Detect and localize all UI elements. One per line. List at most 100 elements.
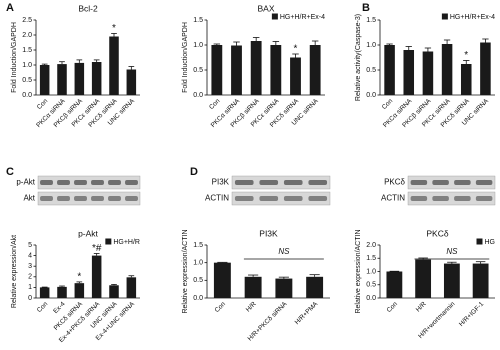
bar	[231, 45, 242, 95]
blot-label: p-Akt	[16, 178, 35, 187]
y-tick-label: 1.0	[193, 260, 203, 267]
bar	[91, 62, 102, 95]
blot-label: PI3K	[212, 178, 230, 187]
blot-band	[475, 180, 493, 185]
x-tick-label: H/R+PMA	[294, 300, 320, 326]
y-tick-label: 0.0	[193, 295, 203, 302]
bar	[74, 283, 85, 298]
bar	[306, 276, 324, 298]
blot-band	[108, 180, 121, 185]
y-tick-label: 0.5	[22, 77, 32, 84]
bar	[275, 278, 293, 298]
y-tick-label: 1.5	[366, 255, 376, 262]
bar	[109, 285, 119, 298]
significance-label: *#	[92, 243, 102, 254]
y-tick-label: 1.0	[193, 42, 203, 49]
blot-strip	[407, 175, 496, 190]
blot-band	[234, 196, 254, 201]
blot-label: PKCδ	[384, 178, 405, 187]
bar	[270, 45, 282, 95]
bar	[74, 62, 85, 95]
blot-band	[454, 196, 471, 201]
bar	[126, 277, 137, 298]
ns-label: NS	[446, 247, 458, 256]
blot-band	[410, 180, 428, 185]
blot-strip	[407, 191, 496, 206]
bar	[309, 45, 321, 95]
chart-title: PKCδ	[426, 228, 448, 238]
y-axis-label: Relative expression/ACTIN	[182, 229, 189, 313]
blot-band	[234, 180, 254, 185]
legend-label: HG	[485, 239, 496, 246]
x-tick-label: Ex-4	[52, 300, 67, 315]
x-tick-label: Con	[381, 97, 395, 111]
blot-band	[475, 196, 493, 201]
bar	[443, 263, 460, 298]
blot-label: ACTIN	[381, 194, 405, 203]
bar	[422, 51, 434, 95]
y-tick-label: 1.5	[193, 242, 203, 249]
x-tick-label: Con	[208, 97, 222, 111]
blot-band	[259, 196, 279, 201]
blot-band	[283, 180, 303, 185]
x-tick-label: H/R	[245, 300, 258, 313]
bar	[403, 50, 415, 95]
blot-band	[91, 180, 104, 185]
y-tick-label: 1.5	[366, 17, 376, 24]
y-tick-label: 3	[28, 263, 32, 270]
y-tick-label: 0.0	[366, 92, 376, 99]
blot-band	[283, 196, 303, 201]
bar	[213, 262, 231, 298]
bar	[460, 64, 472, 95]
x-tick-label: Con	[36, 300, 50, 314]
y-axis-label: Relative expression/ACTIN	[355, 229, 362, 313]
legend-label: HG+H/R+Ex-4	[450, 14, 495, 21]
y-tick-label: 2.0	[22, 32, 32, 39]
blot-band	[108, 196, 121, 201]
bar	[244, 276, 262, 298]
blot-strip	[37, 191, 141, 206]
y-tick-label: 1.5	[22, 47, 32, 54]
legend-swatch	[441, 13, 448, 20]
bar	[250, 41, 262, 95]
bar	[126, 69, 137, 95]
blot-band	[308, 196, 328, 201]
blot-strip	[231, 175, 331, 190]
blot-band	[454, 180, 471, 185]
bar	[415, 259, 432, 298]
y-tick-label: 0.5	[193, 67, 203, 74]
y-tick-label: 0.5	[366, 67, 376, 74]
y-tick-label: 1	[28, 284, 32, 291]
bar	[386, 271, 403, 298]
bar	[39, 65, 50, 95]
x-tick-label: Con	[386, 300, 400, 314]
x-tick-label: H/R	[415, 300, 428, 313]
panel-label: D	[190, 166, 198, 178]
blot-band	[432, 196, 449, 201]
bar	[480, 42, 491, 95]
significance-label: *	[112, 23, 116, 34]
y-axis-label: Relative activity(Caspase-3)	[355, 14, 362, 101]
bar	[441, 44, 453, 95]
blot-strip	[231, 191, 331, 206]
y-tick-label: 1.0	[366, 42, 376, 49]
bar	[109, 36, 119, 95]
blot-strip	[37, 175, 141, 190]
blot-band	[125, 196, 138, 201]
legend-swatch	[105, 238, 112, 245]
bar	[57, 64, 67, 95]
y-axis-label: Fold Induction/GAPDH	[182, 22, 189, 93]
x-tick-label: Con	[36, 97, 50, 111]
blot-band	[91, 196, 104, 201]
bar	[384, 45, 395, 95]
bar	[472, 263, 489, 298]
blot-band	[410, 196, 428, 201]
y-tick-label: 0.5	[366, 282, 376, 289]
y-tick-label: 2	[28, 274, 32, 281]
y-tick-label: 0.0	[366, 295, 376, 302]
bar	[57, 286, 67, 298]
ns-label: NS	[278, 247, 290, 256]
y-tick-label: 0.5	[193, 277, 203, 284]
panel-label: A	[6, 2, 14, 14]
y-axis-label: Relative expression/Akt	[11, 235, 18, 308]
